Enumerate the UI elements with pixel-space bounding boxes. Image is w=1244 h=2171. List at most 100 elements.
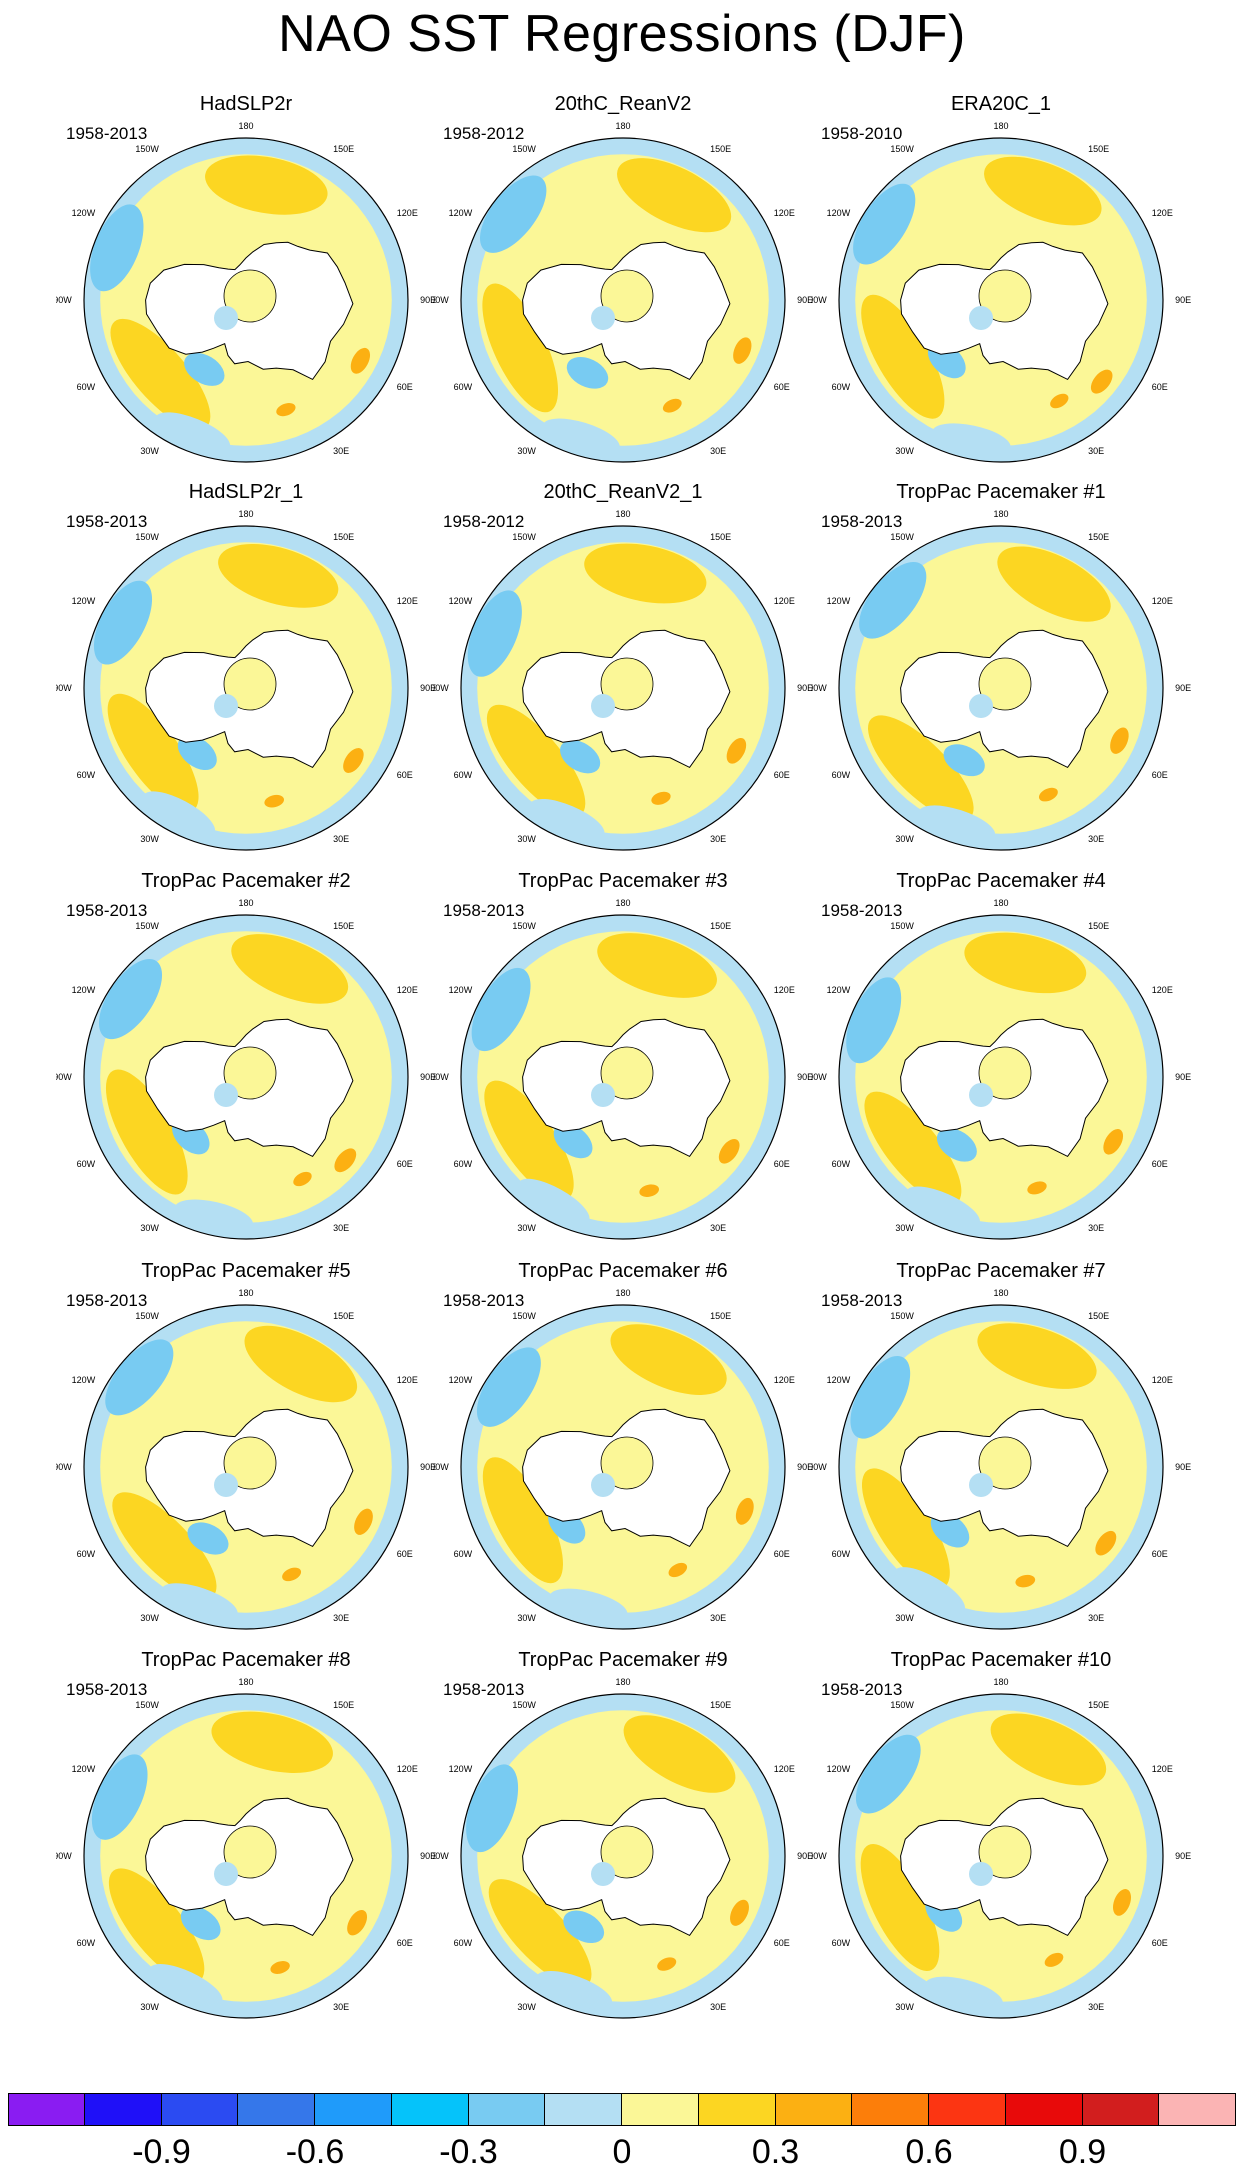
anomaly-region [105,1069,188,1195]
anomaly-region [354,1508,373,1535]
colorbar-cell [8,2093,85,2126]
longitude-label: 90E [797,1851,813,1861]
polar-map: 180150E120E90E60E30E030W60W90W120W150W [811,898,1191,1240]
longitude-label: 90W [433,1072,449,1082]
longitude-label: 30W [517,1223,536,1233]
hudson-bay [591,1862,615,1886]
longitude-label: 180 [615,1288,630,1298]
anomaly-region [107,693,199,813]
longitude-label: 90E [420,683,436,693]
map-panel: ERA20C_11958-2010180150E120E90E60E30E030… [811,92,1191,464]
map-border [838,1693,1164,2019]
longitude-label: 60E [774,382,790,392]
map-panel: TropPac Pacemaker #8 1958-2013 180 150E 120E… [56,1648,436,2020]
anomaly-region [98,959,163,1040]
longitude-label: 180 [238,898,253,908]
longitude-label: 60E [1152,1549,1168,1559]
hudson-bay [591,1473,615,1497]
anomaly-region [482,1457,563,1584]
longitude-label: 150W [135,921,159,931]
longitude-label: 90E [797,1462,813,1472]
longitude-label: 180 [238,1288,253,1298]
anomaly-region [476,1347,541,1427]
longitude-label: 150E [1088,1700,1109,1710]
colorbar-cell [698,2093,776,2126]
anomaly-region [471,967,531,1052]
longitude-label: 120E [397,208,418,218]
longitude-label: 120W [449,208,473,218]
longitude-label: 150W [135,1700,159,1710]
anomaly-region [1113,1889,1131,1916]
map-panel: TropPac Pacemaker #3 1958-2013 180 150E 120E… [433,869,813,1241]
arctic-ocean [223,1046,277,1100]
longitude-label: 150E [333,144,354,154]
anomaly-region [143,791,216,837]
panel-title: TropPac Pacemaker #10 [890,1649,1112,1671]
anomaly-region [108,1868,205,1984]
longitude-label: 90W [811,1462,827,1472]
longitude-label: 60E [1152,382,1168,392]
anomaly-region [984,156,1102,226]
anomaly-region [486,704,586,818]
anomaly-region [936,1128,977,1162]
map-panel: 20thC_ReanV2 1958-2012 180 150E 120E 90E 60E 30… [433,92,813,464]
longitude-label: 60W [454,382,473,392]
anomaly-region [293,1171,312,1187]
anomaly-region [560,740,601,774]
longitude-label: 60E [774,770,790,780]
anomaly-region [149,1964,223,2007]
anomaly-region [584,543,707,604]
anomaly-region [867,715,974,822]
longitude-label: 90E [420,1072,436,1082]
longitude-label: 30E [710,1223,726,1233]
longitude-label: 150E [333,532,354,542]
longitude-label: 150E [1088,532,1109,542]
longitude-label: 120W [72,596,96,606]
longitude-label: 60E [397,382,413,392]
longitude-label: 60W [454,1938,473,1948]
longitude-label: 90E [420,295,436,305]
longitude-label: 30E [1088,834,1104,844]
map-border [838,525,1164,851]
longitude-label: 120E [774,208,795,218]
longitude-label: 150E [1088,144,1109,154]
longitude-label: 120W [449,1375,473,1385]
anomaly-region [177,735,217,771]
colorbar-cell [391,2093,469,2126]
polar-map: 180150E120E90E60E30E030W60W90W120W150W [56,121,436,463]
panel-period: 1958-2012 [443,124,525,143]
longitude-label: 30E [1088,446,1104,456]
panel-period: 1958-2013 [443,1680,525,1699]
colorbar-cell [775,2093,853,2126]
longitude-label: 30E [333,834,349,844]
longitude-label: 30E [333,1613,349,1623]
hudson-bay [969,1083,993,1107]
anomaly-region [479,175,547,253]
longitude-label: 180 [993,1677,1008,1687]
longitude-label: 150W [512,144,536,154]
longitude-label: 150W [890,1700,914,1710]
anomaly-region [651,791,671,805]
hudson-bay [214,1473,238,1497]
longitude-label: 180 [615,1677,630,1687]
longitude-label: 60W [832,1549,851,1559]
panel-period: 1958-2013 [66,124,148,143]
map-panel: TropPac Pacemaker #1 1958-2013 180 150E 120E… [811,480,1191,852]
longitude-label: 30E [1088,1613,1104,1623]
map-border [838,1304,1164,1630]
anomaly-region [977,1323,1097,1389]
anomaly-region [211,1711,333,1773]
anomaly-region [861,1468,950,1590]
longitude-label: 180 [993,121,1008,131]
colorbar-cell [468,2093,546,2126]
polar-map: 180150E120E90E60E30E030W60W90W120W150W [811,1677,1191,2019]
map-panel: 20thC_ReanV2_1 1958-2012 180 150E 120E 90E 60E… [433,480,813,852]
colorbar-tick-label: -0.9 [132,2133,191,2171]
polar-map: 180150E120E90E60E30E030W60W90W120W150W [56,509,436,851]
panel-title: 20thC_ReanV2 [554,93,692,115]
arctic-ocean [978,269,1032,323]
longitude-label: 30E [1088,2002,1104,2012]
anomaly-region [726,737,747,764]
hudson-bay [214,1862,238,1886]
longitude-label: 30W [895,1223,914,1233]
